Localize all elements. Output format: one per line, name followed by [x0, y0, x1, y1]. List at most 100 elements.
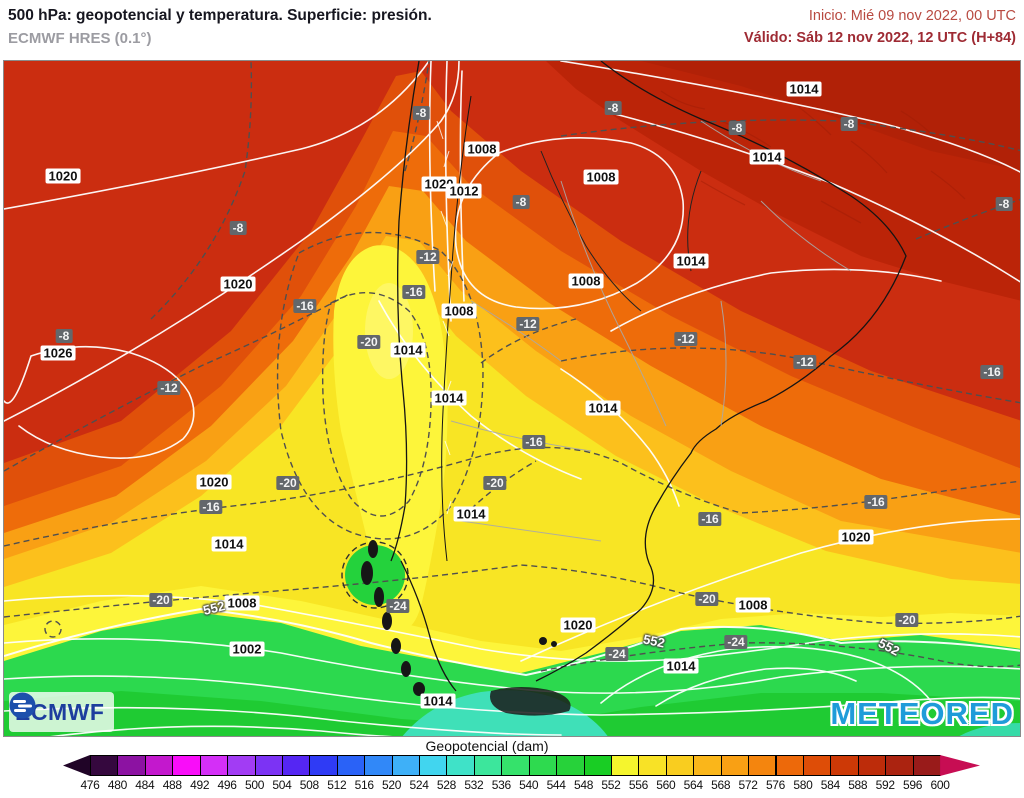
model-subtitle: ECMWF HRES (0.1°)	[8, 30, 152, 47]
temperature-label: -24	[605, 647, 629, 661]
colorbar-tick: 496	[217, 778, 237, 792]
temperature-label: -8	[229, 221, 247, 235]
colorbar-cell	[720, 755, 750, 776]
valid-time: Válido: Sáb 12 nov 2022, 12 UTC (H+84)	[744, 30, 1016, 46]
colorbar-cell	[90, 755, 119, 776]
meteored-logo: METEORED	[830, 696, 1014, 731]
pressure-label: 1008	[464, 141, 500, 157]
geopotential-label: 552	[641, 631, 667, 651]
colorbar-tick: 592	[875, 778, 895, 792]
colorbar-cell	[117, 755, 146, 776]
pressure-label: 1008	[735, 597, 771, 613]
temperature-label: -16	[980, 365, 1004, 379]
colorbar-tick: 536	[491, 778, 511, 792]
colorbar-tick: 516	[354, 778, 374, 792]
colorbar-tick: 504	[272, 778, 292, 792]
colorbar-cell	[391, 755, 421, 776]
pressure-label: 1012	[446, 183, 482, 199]
colorbar-cell	[885, 755, 914, 776]
weather-map: 1020 1026 1020 1008 1020 1012 1008 1014 1014 1014…	[3, 60, 1021, 737]
colorbar-cell	[281, 755, 311, 776]
temperature-label: -24	[386, 599, 410, 613]
colorbar-cell	[556, 755, 585, 776]
colorbar-cell	[583, 755, 612, 776]
colorbar-cell	[446, 755, 475, 776]
temperature-label: -24	[724, 635, 748, 649]
colorbar-tick: 588	[848, 778, 868, 792]
temperature-label: -20	[895, 613, 919, 627]
ecmwf-globe-icon	[9, 692, 36, 719]
colorbar-cell	[309, 755, 338, 776]
colorbar-tick: 500	[244, 778, 265, 792]
temperature-label: -12	[416, 250, 440, 264]
colorbar-tick: 528	[436, 778, 457, 792]
colorbar-tick: 556	[628, 778, 648, 792]
map-canvas	[4, 61, 1020, 736]
header: 500 hPa: geopotencial y temperatura. Sup…	[0, 0, 1024, 60]
temperature-label: -20	[483, 476, 507, 490]
colorbar-tick: 532	[464, 778, 484, 792]
pressure-label: 1020	[196, 474, 232, 490]
temperature-label: -8	[512, 195, 530, 209]
legend: Geopotencial (dam) 476 480 484 488 492 496 500…	[0, 737, 1024, 798]
colorbar-cell	[254, 755, 283, 776]
geopotential-label: 552	[875, 635, 903, 659]
colorbar-cell	[364, 755, 393, 776]
colorbar-cell	[638, 755, 667, 776]
temperature-label: -20	[276, 476, 300, 490]
pressure-label: 1020	[45, 168, 81, 184]
colorbar-cell	[501, 755, 530, 776]
colorbar-tick: 488	[162, 778, 182, 792]
colorbar-tick: 600	[930, 778, 950, 792]
colorbar-cell	[336, 755, 366, 776]
colorbar-tick: 572	[738, 778, 758, 792]
colorbar-cell	[775, 755, 804, 776]
colorbar-tick: 580	[793, 778, 813, 792]
colorbar-cell	[748, 755, 777, 776]
page-title: 500 hPa: geopotencial y temperatura. Sup…	[8, 7, 432, 24]
colorbar-tick: 564	[683, 778, 703, 792]
pressure-label: 1020	[560, 617, 596, 633]
colorbar-cell	[419, 755, 448, 776]
colorbar-tick: 548	[573, 778, 594, 792]
colorbar-tick: 540	[519, 778, 539, 792]
ecmwf-logo: ECMWF	[9, 692, 115, 732]
colorbar-tick: 476	[80, 778, 100, 792]
colorbar-tick: 524	[409, 778, 429, 792]
colorbar-ticks: 476 480 484 488 492 496 500 504 508 512 516 520 524 5…	[0, 778, 1024, 794]
pressure-label: 1014	[786, 81, 822, 97]
temperature-label: -8	[840, 117, 858, 131]
pressure-label: 1020	[220, 276, 256, 292]
colorbar-tick: 568	[711, 778, 731, 792]
pressure-label: 1014	[749, 149, 785, 165]
colorbar-tick: 484	[135, 778, 155, 792]
colorbar-tick: 480	[107, 778, 127, 792]
temperature-label: -12	[793, 355, 817, 369]
pressure-label: 1014	[585, 400, 621, 416]
temperature-label: -20	[695, 592, 719, 606]
pressure-label: 1008	[441, 303, 477, 319]
pressure-label: 1026	[40, 345, 76, 361]
pressure-label: 1020	[838, 529, 874, 545]
temperature-label: -16	[522, 435, 546, 449]
colorbar-tick: 552	[601, 778, 621, 792]
temperature-label: -20	[357, 335, 381, 349]
pressure-label: 1002	[229, 641, 265, 657]
colorbar-cell	[802, 755, 832, 776]
temperature-label: -12	[674, 332, 698, 346]
pressure-label: 1014	[420, 693, 456, 709]
map-label-layer: 1020 1026 1020 1008 1020 1012 1008 1014 1014 1014…	[4, 61, 1020, 736]
colorbar-tick: 584	[820, 778, 840, 792]
pressure-label: 1014	[211, 536, 247, 552]
pressure-label: 1014	[673, 253, 709, 269]
temperature-label: -8	[995, 197, 1013, 211]
temperature-label: -20	[149, 593, 173, 607]
colorbar-tick: 492	[190, 778, 210, 792]
colorbar-cell	[830, 755, 859, 776]
colorbar-tick: 544	[546, 778, 566, 792]
temperature-label: -8	[604, 101, 622, 115]
colorbar-tick: 576	[765, 778, 786, 792]
colorbar-tick: 520	[382, 778, 402, 792]
colorbar-tick: 508	[299, 778, 319, 792]
